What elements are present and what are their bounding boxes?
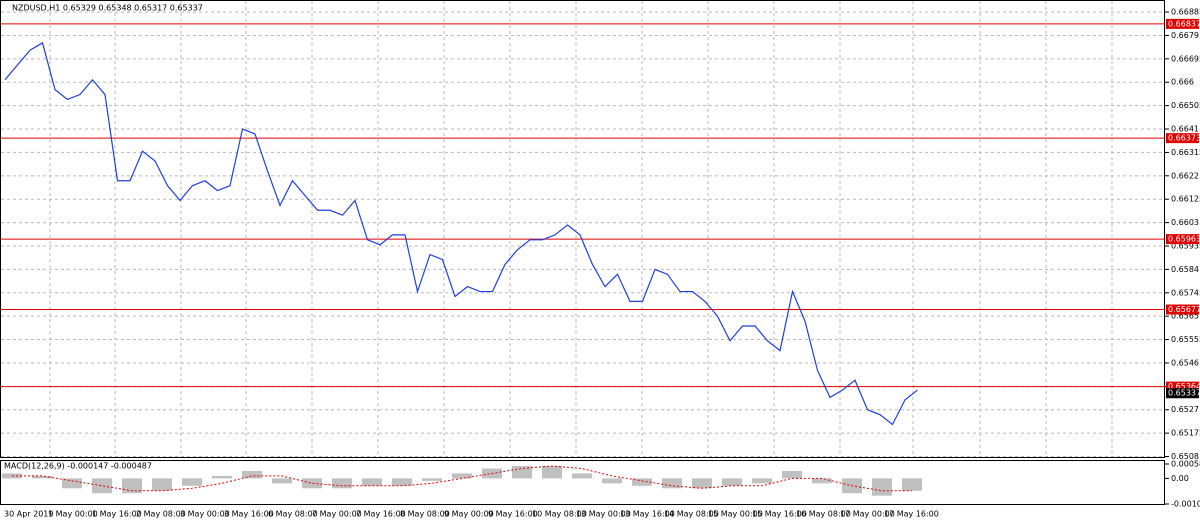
main-frame	[0, 0, 1165, 458]
x-tick-label: 17 May 00:00	[840, 510, 895, 519]
y-tick-label: 0.000583	[1171, 459, 1200, 468]
x-tick-label: 9 May 16:00	[488, 510, 538, 519]
macd-bar	[692, 478, 712, 489]
y-tick-label: 0.66695	[1171, 54, 1200, 63]
level-tag	[1166, 234, 1199, 245]
level-label: 0.65677	[1168, 305, 1200, 314]
level-tag	[1166, 133, 1199, 144]
y-tick-label: 0.65935	[1171, 241, 1200, 250]
y-tick-label: 0.66125	[1171, 195, 1200, 204]
macd-bar	[212, 475, 232, 479]
macd-bar	[782, 470, 802, 479]
x-tick-label: 1 May 16:00	[92, 510, 142, 519]
y-tick-label: 0.65555	[1171, 335, 1200, 344]
x-tick-label: 14 May 08:00	[664, 510, 719, 519]
macd-bar	[392, 478, 412, 486]
level-tag	[1166, 381, 1199, 392]
y-tick-label: -0.001038	[1171, 500, 1200, 509]
macd-bar	[242, 470, 262, 479]
y-tick-label: 0.6565	[1171, 312, 1199, 321]
macd-bar	[32, 475, 52, 479]
macd-frame	[0, 460, 1165, 505]
level-tag	[1166, 18, 1199, 29]
macd-bar	[92, 478, 112, 494]
y-tick-label: 0.6622	[1171, 171, 1199, 180]
last-price-tag	[1166, 388, 1199, 399]
macd-bar	[872, 478, 892, 496]
macd-title: MACD(12,26,9) -0.000147 -0.000487	[4, 462, 152, 471]
y-tick-label: 0.00	[1171, 474, 1189, 483]
y-tick-label: 0.6584	[1171, 265, 1199, 274]
y-tick-label: 0.66505	[1171, 101, 1200, 110]
macd-bar	[602, 478, 622, 484]
macd-bar	[752, 478, 772, 484]
macd-bar	[722, 478, 742, 486]
y-tick-label: 0.65745	[1171, 288, 1200, 297]
level-label: 0.65364	[1168, 382, 1200, 391]
x-tick-label: 1 May 00:00	[48, 510, 98, 519]
macd-bar	[902, 478, 922, 491]
level-label: 0.65963	[1168, 235, 1200, 244]
y-tick-label: 0.6508	[1171, 452, 1199, 461]
x-tick-label: 9 May 00:00	[444, 510, 494, 519]
x-tick-label: 8 May 08:00	[400, 510, 450, 519]
y-tick-label: 0.666	[1171, 78, 1194, 87]
macd-bar	[302, 478, 322, 489]
macd-bar	[272, 478, 292, 484]
macd-bar	[152, 478, 172, 491]
x-tick-label: 3 May 00:00	[180, 510, 230, 519]
x-tick-label: 7 May 16:00	[356, 510, 406, 519]
x-tick-label: 6 May 08:00	[268, 510, 318, 519]
level-label: 0.66373	[1168, 134, 1200, 143]
macd-bar	[632, 478, 652, 486]
last-price-label: 0.65337	[1168, 389, 1200, 398]
x-tick-label: 7 May 00:00	[312, 510, 362, 519]
macd-signal	[12, 465, 912, 492]
x-tick-label: 2 May 08:00	[136, 510, 186, 519]
macd-bar	[572, 473, 592, 479]
y-tick-label: 0.6527	[1171, 405, 1199, 414]
price-line	[4, 41, 918, 426]
y-tick-label: 0.6641	[1171, 125, 1199, 134]
y-tick-label: 0.66315	[1171, 148, 1200, 157]
x-tick-label: 13 May 16:00	[620, 510, 675, 519]
y-tick-label: 0.6546	[1171, 358, 1199, 367]
level-label: 0.66837	[1168, 19, 1200, 28]
macd-bar	[452, 473, 472, 479]
macd-bar	[332, 478, 352, 489]
macd-bar	[422, 478, 442, 481]
x-tick-label: 16 May 08:00	[796, 510, 851, 519]
x-tick-label: 17 May 16:00	[884, 510, 939, 519]
macd-bar	[542, 466, 562, 479]
macd-bar	[812, 478, 832, 484]
x-tick-label: 13 May 00:00	[576, 510, 631, 519]
level-tag	[1166, 304, 1199, 315]
macd-bar	[662, 478, 682, 489]
vertical-grid	[49, 1, 1113, 457]
x-tick-label: 30 Apr 2019	[4, 510, 53, 519]
x-tick-label: 15 May 16:00	[752, 510, 807, 519]
chart-title: NZDUSD,H1 0.65329 0.65348 0.65317 0.6533…	[12, 4, 203, 13]
x-tick-label: 3 May 16:00	[224, 510, 274, 519]
y-tick-label: 0.66885	[1171, 8, 1200, 17]
y-tick-label: 0.65175	[1171, 429, 1200, 438]
x-tick-label: 15 May 00:00	[708, 510, 763, 519]
macd-bar	[182, 478, 202, 486]
macd-bar	[62, 478, 82, 489]
x-tick-label: 10 May 08:00	[532, 510, 587, 519]
macd-bar	[362, 478, 382, 486]
y-tick-label: 0.6679	[1171, 31, 1199, 40]
y-tick-label: 0.6603	[1171, 218, 1199, 227]
